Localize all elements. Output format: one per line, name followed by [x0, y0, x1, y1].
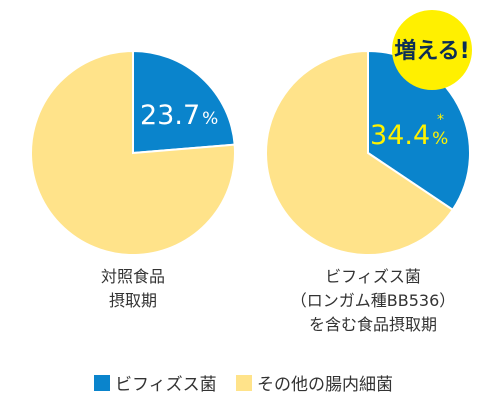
caption-control-period: 対照食品 摂取期: [100, 267, 165, 310]
legend-item-other: その他の腸内細菌: [236, 370, 393, 395]
legend-item-bifidus: ビフィズス菌: [94, 370, 217, 395]
data-label-bifidus: 34.4%: [370, 120, 448, 151]
slice-bifidus-control: [132, 49, 236, 155]
pie-chart-control: [30, 49, 236, 256]
legend-label-other: その他の腸内細菌: [257, 375, 393, 395]
caption-bifidus-period: ビフィズス菌 （ロンガム種BB536） を含む食品摂取期: [290, 267, 456, 334]
pie-chart-bifidus: [265, 49, 471, 256]
legend-swatch-other: [236, 374, 252, 391]
significance-mark: *: [437, 112, 444, 128]
data-label-control: 23.7%: [140, 100, 218, 131]
data-labels: 23.7 % 34.4 %*: [140, 100, 448, 151]
badge-text: 増える!: [394, 38, 469, 64]
increase-badge: 増える!: [392, 10, 472, 90]
legend-swatch-bifidus: [94, 374, 110, 391]
slice-other-test: [265, 49, 455, 256]
badge-circle: [392, 10, 472, 90]
slice-other-control: [30, 49, 236, 256]
legend-label-bifidus: ビフィズス菌: [115, 375, 217, 395]
